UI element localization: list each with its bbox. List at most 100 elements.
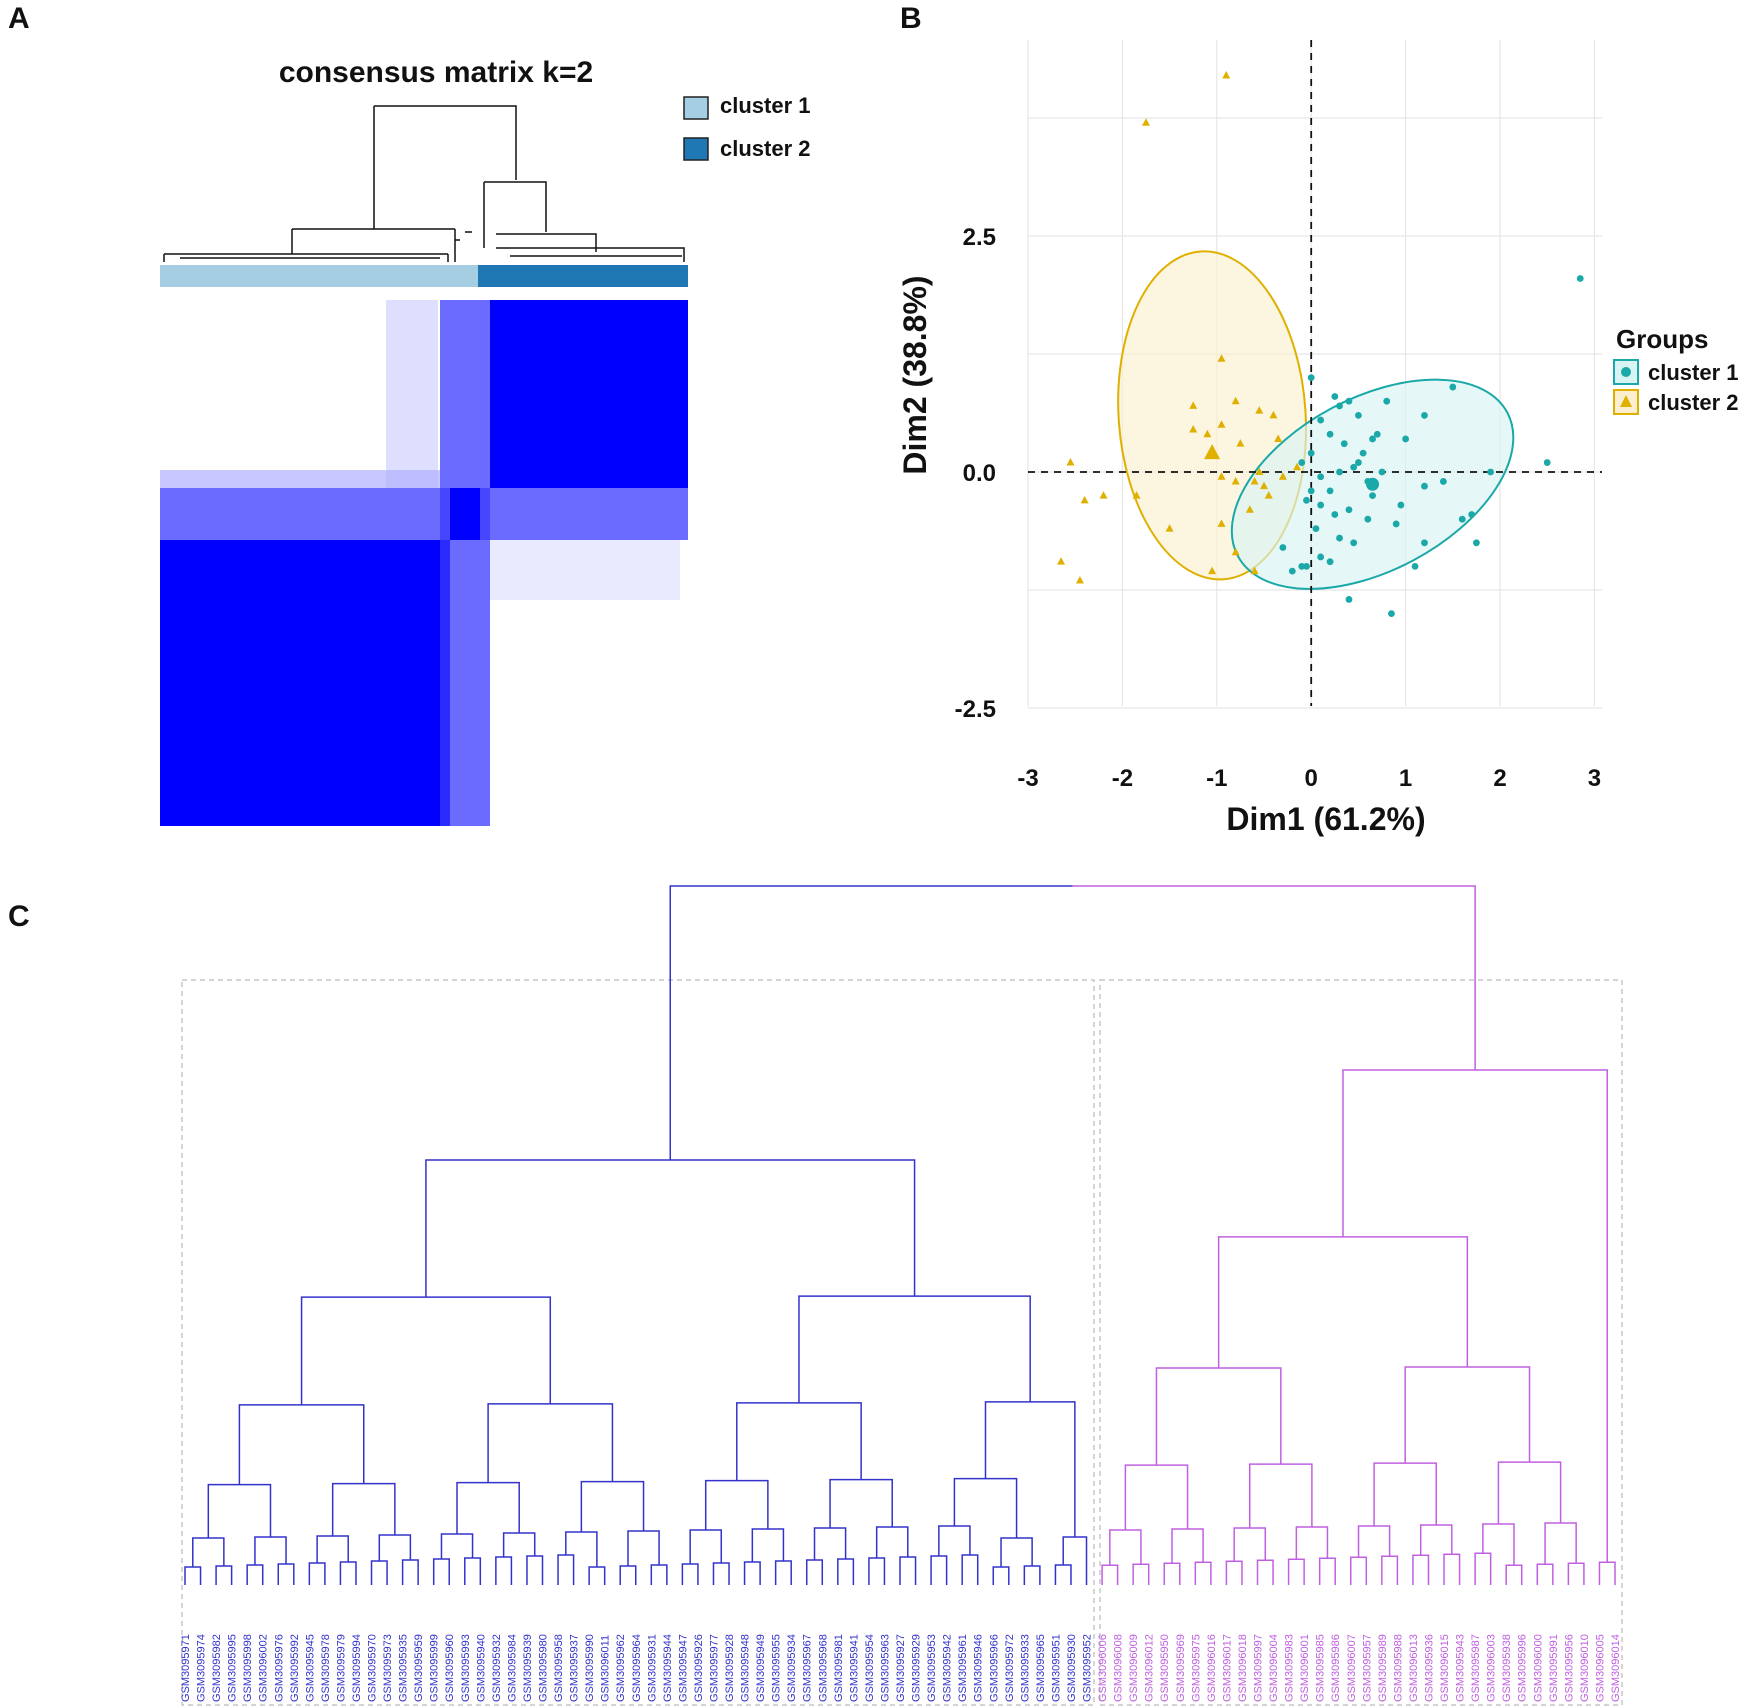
sample-label-left: GSM3095962 [615,1634,627,1702]
left-cluster-branch [565,1531,598,1567]
left-cluster-branch [331,1482,396,1536]
pca-centroid-cluster-2 [1204,444,1221,460]
sample-label-left: GSM3095933 [1019,1634,1031,1702]
heatmap-faint-strip-2 [490,540,680,600]
pca-legend-marker-cluster-2 [1620,395,1632,407]
pca-point-cluster-2 [1236,439,1245,447]
sample-label-left: GSM3095945 [304,1634,316,1702]
pca-point-cluster-2 [1293,462,1302,471]
pca-point-cluster-1 [1449,383,1457,391]
sample-label-right: GSM3095991 [1548,1634,1560,1702]
left-cluster-branch [557,1554,575,1585]
right-cluster-branch [1536,1563,1554,1585]
pca-point-cluster-1 [1303,496,1310,504]
left-cluster-branch [300,1296,552,1405]
sample-label-left: GSM3095940 [475,1634,487,1702]
sample-label-right: GSM3095943 [1455,1634,1467,1702]
right-cluster-branch [1419,1524,1453,1556]
pca-point-cluster-1 [1543,459,1551,466]
sample-label-left: GSM3095968 [817,1634,829,1702]
legend-swatch-cluster-2 [683,137,709,161]
sample-label-left: GSM3095927 [895,1634,907,1702]
pca-point-cluster-2 [1231,476,1240,485]
sample-label-left: GSM3095946 [973,1634,985,1702]
left-cluster-branch [192,1537,225,1567]
sample-label-left: GSM3095955 [771,1634,783,1702]
sample-label-right: GSM3096016 [1206,1634,1218,1702]
sample-label-left: GSM3095963 [879,1634,891,1702]
left-cluster-branch [316,1535,349,1563]
pca-plot-area [1027,40,1602,709]
pca-point-cluster-1 [1355,411,1362,419]
pca-point-cluster-2 [1165,524,1174,532]
sample-label-left: GSM3095974 [196,1634,208,1702]
right-cluster-branch [1373,1462,1437,1526]
left-cluster-branch [502,1532,536,1557]
pca-point-cluster-2 [1217,472,1226,480]
sample-label-right: GSM3095969 [1175,1634,1187,1702]
sample-label-left: GSM3095973 [382,1634,394,1702]
sample-label-left: GSM3095951 [1050,1634,1062,1702]
right-cluster-branch [1357,1525,1391,1558]
pca-point-cluster-1 [1336,534,1343,542]
right-cluster-branch [1132,1563,1150,1585]
sample-label-right: GSM3096013 [1408,1634,1420,1702]
sample-label-left: GSM3095928 [724,1634,736,1702]
sample-label-right: GSM3095987 [1470,1634,1482,1702]
pca-point-cluster-2 [1274,434,1283,442]
right-cluster-branch [1171,1528,1204,1564]
sample-label-left: GSM3096002 [258,1634,270,1702]
sample-label-right: GSM3096007 [1346,1634,1358,1702]
sample-label-left: GSM3095944 [662,1634,674,1702]
pca-point-cluster-1 [1373,430,1381,438]
sample-label-left: GSM3095949 [755,1634,767,1702]
sample-label-left: GSM3095984 [506,1634,518,1702]
pca-point-cluster-1 [1298,563,1306,570]
pca-point-cluster-2 [1057,557,1066,565]
pca-point-cluster-2 [1066,458,1075,466]
pca-point-cluster-1 [1421,482,1428,490]
sample-label-right: GSM3095989 [1377,1634,1389,1702]
pca-x-tick-label: -2 [1112,765,1133,792]
pca-point-cluster-1 [1473,539,1480,547]
sample-label-left: GSM3095981 [833,1634,845,1702]
pca-y-tick-label: 0.0 [963,460,996,487]
left-cluster-branch [813,1527,847,1560]
sample-label-left: GSM3095972 [1004,1634,1016,1702]
pca-y-tick-label: 2.5 [963,224,996,251]
sample-label-right: GSM3096018 [1237,1634,1249,1702]
sample-label-left: GSM3095999 [429,1634,441,1702]
right-cluster-branch [1350,1556,1368,1585]
sample-label-left: GSM3095954 [864,1634,876,1702]
consensus-dendrogram [163,105,685,262]
pca-point-cluster-1 [1439,478,1447,485]
right-cluster-branch [1256,1559,1274,1585]
sample-label-left: GSM3095992 [289,1634,301,1702]
sample-label-left: GSM3095966 [988,1634,1000,1702]
sample-label-right: GSM3095986 [1330,1634,1342,1702]
sample-label-left: GSM3095934 [786,1634,798,1702]
left-cluster-branch [580,1480,645,1532]
left-cluster-branch [425,1159,916,1298]
sample-label-left: GSM3095971 [180,1634,192,1702]
sample-label-right: GSM3096010 [1579,1634,1591,1702]
pca-axes: -3 -2 -1 0 1 2 3 -2.5 0.0 2.5 [955,224,1601,792]
pca-x-tick-label: 0 [1305,765,1318,792]
left-cluster-branch [704,1479,769,1530]
sample-label-left: GSM3095970 [367,1634,379,1702]
left-cluster-branch [774,1560,792,1585]
left-cluster-branch [619,1565,637,1585]
sample-label-left: GSM3095978 [320,1634,332,1702]
left-cluster-branch [627,1530,660,1566]
left-cluster-branch [899,1556,917,1585]
pca-point-cluster-1 [1307,487,1315,495]
right-cluster-branch [1124,1464,1189,1530]
heatmap-block-cluster2 [490,300,688,488]
legend-swatch-cluster-1 [683,96,709,120]
left-cluster-branch [1062,1536,1088,1585]
pca-point-cluster-2 [1217,354,1226,362]
sample-label-right: GSM3096004 [1268,1634,1280,1702]
sample-label-left: GSM3095926 [693,1634,705,1702]
sample-label-left: GSM3095994 [351,1634,363,1702]
pca-point-cluster-1 [1307,449,1315,457]
